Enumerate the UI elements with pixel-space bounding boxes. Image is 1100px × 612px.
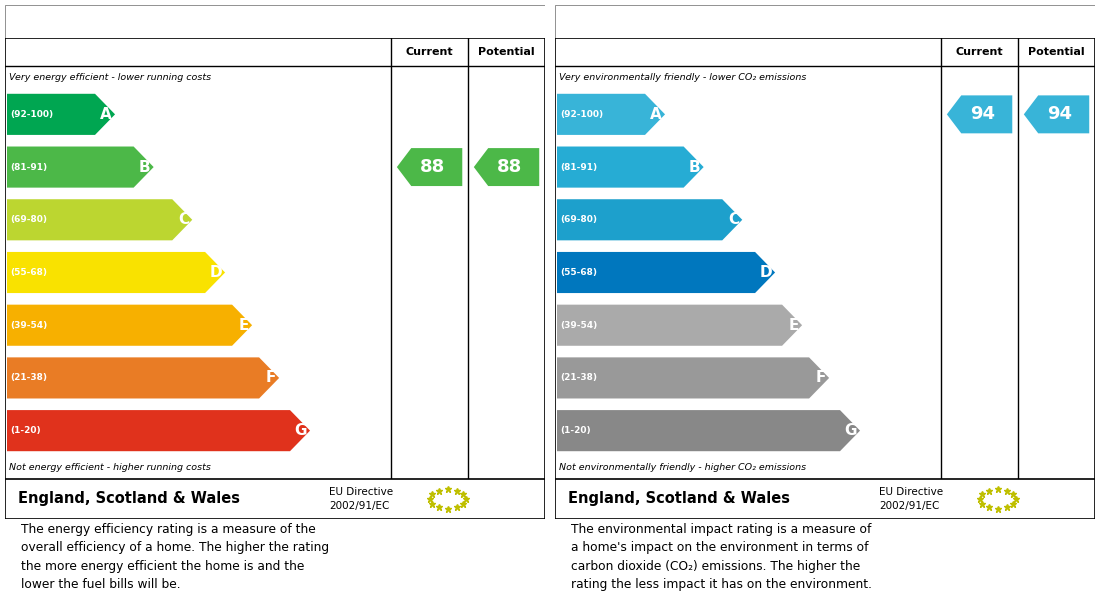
Text: Current: Current: [406, 47, 453, 57]
Text: C: C: [178, 212, 189, 227]
Polygon shape: [947, 95, 1012, 133]
Text: C: C: [728, 212, 739, 227]
Text: G: G: [295, 423, 307, 438]
Text: The environmental impact rating is a measure of
a home's impact on the environme: The environmental impact rating is a mea…: [571, 523, 872, 591]
Text: (21-38): (21-38): [10, 373, 47, 382]
Polygon shape: [557, 357, 829, 398]
Text: (55-68): (55-68): [560, 268, 597, 277]
Text: 94: 94: [970, 105, 994, 124]
Text: 88: 88: [419, 158, 444, 176]
Text: A: A: [100, 107, 112, 122]
Text: F: F: [816, 370, 826, 386]
Text: Not energy efficient - higher running costs: Not energy efficient - higher running co…: [9, 463, 211, 472]
Polygon shape: [7, 252, 225, 293]
Text: (21-38): (21-38): [560, 373, 597, 382]
Polygon shape: [557, 200, 742, 241]
Text: E: E: [789, 318, 799, 333]
Text: EU Directive
2002/91/EC: EU Directive 2002/91/EC: [879, 487, 943, 510]
Text: B: B: [139, 160, 151, 174]
Polygon shape: [557, 94, 666, 135]
Polygon shape: [557, 146, 704, 188]
Polygon shape: [7, 146, 154, 188]
Text: Energy Efficiency Rating: Energy Efficiency Rating: [14, 14, 236, 29]
Text: (1-20): (1-20): [560, 426, 591, 435]
Text: England, Scotland & Wales: England, Scotland & Wales: [19, 491, 241, 507]
Text: A: A: [650, 107, 662, 122]
Polygon shape: [7, 410, 310, 451]
Text: EU Directive
2002/91/EC: EU Directive 2002/91/EC: [329, 487, 393, 510]
Text: B: B: [689, 160, 701, 174]
Text: (81-91): (81-91): [10, 163, 47, 171]
Polygon shape: [474, 148, 539, 186]
Polygon shape: [7, 94, 115, 135]
Text: Very energy efficient - lower running costs: Very energy efficient - lower running co…: [9, 72, 211, 81]
Polygon shape: [7, 200, 192, 241]
Text: (92-100): (92-100): [10, 110, 53, 119]
Text: (92-100): (92-100): [560, 110, 603, 119]
Polygon shape: [7, 357, 279, 398]
Text: (39-54): (39-54): [10, 321, 47, 330]
Polygon shape: [7, 305, 252, 346]
Polygon shape: [557, 410, 860, 451]
Text: (69-80): (69-80): [10, 215, 47, 224]
Polygon shape: [557, 252, 776, 293]
Text: D: D: [759, 265, 772, 280]
Text: (1-20): (1-20): [10, 426, 41, 435]
Text: D: D: [209, 265, 222, 280]
Text: 88: 88: [496, 158, 521, 176]
Text: Current: Current: [956, 47, 1003, 57]
Text: England, Scotland & Wales: England, Scotland & Wales: [569, 491, 791, 507]
Polygon shape: [1024, 95, 1089, 133]
Text: (69-80): (69-80): [560, 215, 597, 224]
Text: (39-54): (39-54): [560, 321, 597, 330]
Text: (55-68): (55-68): [10, 268, 47, 277]
Polygon shape: [397, 148, 462, 186]
Text: Potential: Potential: [478, 47, 535, 57]
Text: Potential: Potential: [1028, 47, 1085, 57]
Text: G: G: [845, 423, 857, 438]
Text: The energy efficiency rating is a measure of the
overall efficiency of a home. T: The energy efficiency rating is a measur…: [21, 523, 329, 591]
Polygon shape: [557, 305, 802, 346]
Text: (81-91): (81-91): [560, 163, 597, 171]
Text: Very environmentally friendly - lower CO₂ emissions: Very environmentally friendly - lower CO…: [559, 72, 806, 81]
Text: 94: 94: [1046, 105, 1071, 124]
Text: Not environmentally friendly - higher CO₂ emissions: Not environmentally friendly - higher CO…: [559, 463, 806, 472]
Text: E: E: [239, 318, 249, 333]
Text: F: F: [266, 370, 276, 386]
Text: Environmental Impact (CO₂) Rating: Environmental Impact (CO₂) Rating: [564, 14, 881, 29]
